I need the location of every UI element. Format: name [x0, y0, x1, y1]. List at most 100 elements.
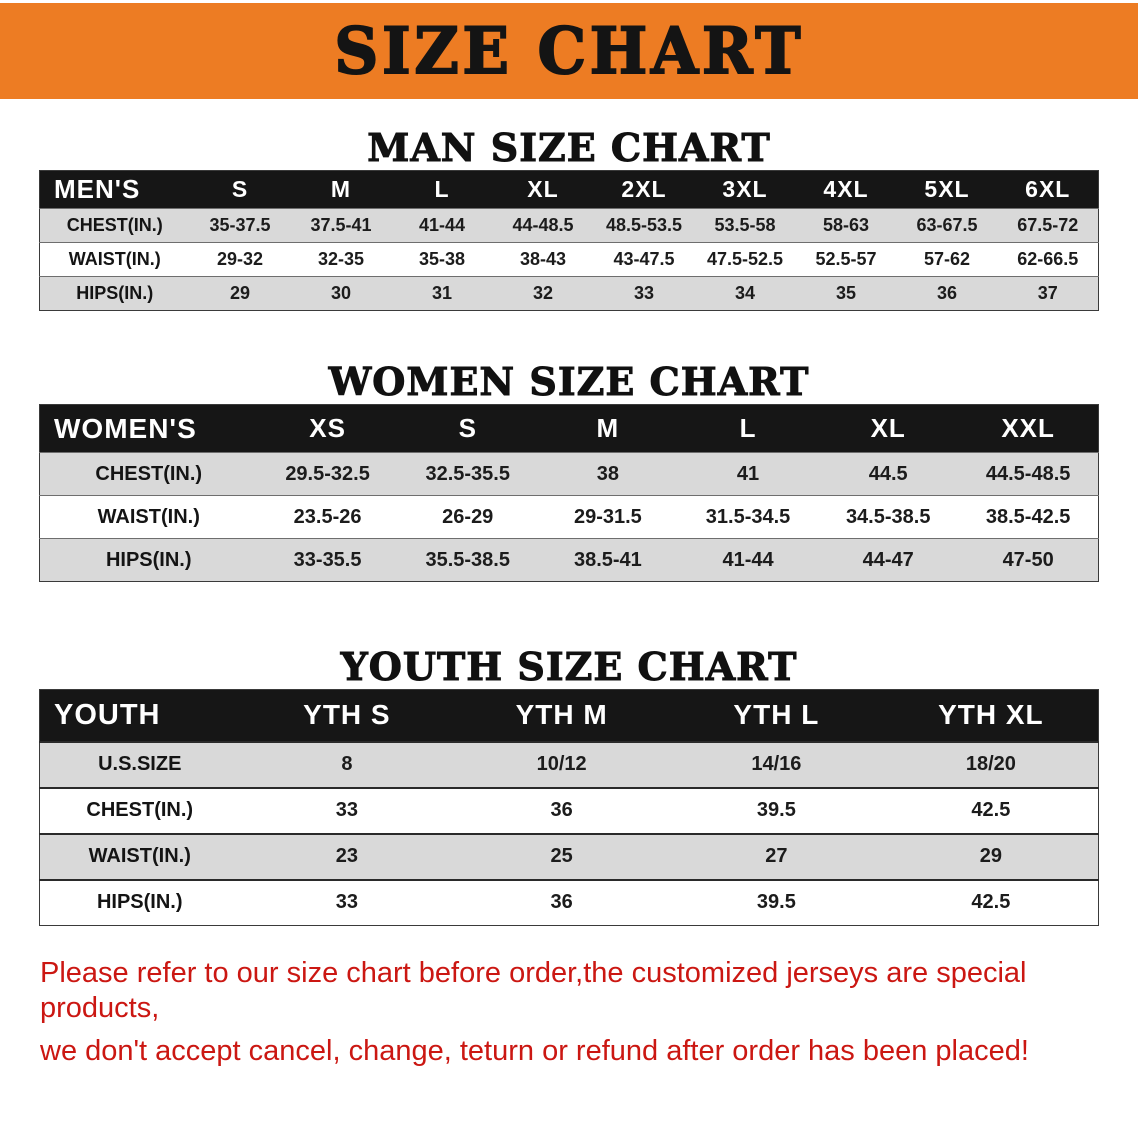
row-label-cell: CHEST(IN.) [95, 462, 203, 485]
value-cell: 44.5 [868, 462, 908, 485]
value-cell: 23.5-26 [293, 505, 362, 528]
table-row: HIPS(IN.) 33 36 39.5 42.5 [39, 879, 1099, 926]
table-row: CHEST(IN.) 35-37.5 37.5-41 41-44 44-48.5 48.5… [39, 208, 1099, 243]
size-header-cell: 3XL [694, 170, 796, 209]
value-cell: 42.5 [971, 891, 1011, 914]
size-header-cell: 6XL [997, 170, 1099, 209]
value-cell: 39.5 [756, 799, 796, 821]
value-cell: 26-29 [442, 505, 494, 528]
value-cell: 30 [330, 283, 352, 303]
size-header-cell: XL [818, 404, 959, 453]
value-cell: 37.5-41 [310, 215, 372, 235]
value-cell: 67.5-72 [1017, 215, 1079, 235]
value-cell: 43-47.5 [613, 249, 675, 269]
value-cell: 29-32 [216, 249, 264, 269]
value-cell: 34.5-38.5 [845, 505, 931, 528]
value-cell: 42.5 [971, 799, 1011, 821]
row-label-cell: U.S.SIZE [98, 753, 182, 775]
value-cell: 58-63 [822, 215, 870, 235]
value-cell: 38 [596, 462, 620, 485]
size-header-cell: YTH S [239, 689, 455, 742]
table-row: CHEST(IN.) 33 36 39.5 42.5 [39, 787, 1099, 834]
value-cell: 33 [633, 283, 655, 303]
table-row: U.S.SIZE 8 10/12 14/16 18/20 [39, 741, 1099, 788]
value-cell: 41-44 [722, 548, 774, 571]
row-label-cell: HIPS(IN.) [96, 891, 183, 914]
value-cell: 41 [736, 462, 760, 485]
table-row: WAIST(IN.) 23 25 27 29 [39, 833, 1099, 880]
value-cell: 25 [550, 845, 573, 867]
size-header-cell: YTH XL [883, 689, 1099, 742]
table-row: WAIST(IN.) 29-32 32-35 35-38 38-43 43-47.5 47.… [39, 242, 1099, 277]
order-note: Please refer to our size chart before or… [40, 956, 1110, 1068]
value-cell: 33 [335, 891, 358, 914]
value-cell: 62-66.5 [1017, 249, 1079, 269]
size-header-cell: XS [257, 404, 398, 453]
table-row: WAIST(IN.) 23.5-26 26-29 29-31.5 31.5-34.5 34… [39, 495, 1099, 539]
value-cell: 44-48.5 [512, 215, 574, 235]
man-size-chart-heading: MAN SIZE CHART [367, 125, 771, 171]
size-header-cell: L [391, 170, 493, 209]
value-cell: 38.5-42.5 [985, 505, 1071, 528]
youth-size-table: YOUTH YTH S YTH M YTH L YTH XL U.S.SIZE 8 10/12… [39, 689, 1099, 926]
value-cell: 27 [765, 845, 788, 867]
value-cell: 35.5-38.5 [425, 548, 510, 571]
value-cell: 36 [550, 891, 573, 914]
man-size-chart-section: MAN SIZE CHART MEN'S S M L XL 2XL 3XL 4XL 5XL 6XL… [0, 125, 1138, 311]
value-cell: 38-43 [519, 249, 567, 269]
value-cell: 29 [229, 283, 251, 303]
value-cell: 48.5-53.5 [605, 215, 683, 235]
value-cell: 52.5-57 [815, 249, 877, 269]
table-row: HIPS(IN.) 29 30 31 32 33 34 35 36 37 [39, 276, 1099, 311]
women-size-chart-section: WOMEN SIZE CHART WOMEN'S XS S M L XL XXL CHEST(… [0, 359, 1138, 582]
table-title-cell: WOMEN'S [39, 404, 258, 453]
value-cell: 35-38 [418, 249, 466, 269]
page-title: SIZE CHART [333, 13, 804, 90]
value-cell: 29-31.5 [573, 505, 642, 528]
youth-size-chart-heading: YOUTH SIZE CHART [340, 644, 798, 690]
value-cell: 39.5 [756, 891, 796, 914]
size-header-cell: XL [492, 170, 594, 209]
row-label-cell: HIPS(IN.) [105, 548, 192, 571]
value-cell: 33 [335, 799, 358, 821]
value-cell: 35 [835, 283, 857, 303]
value-cell: 34 [734, 283, 756, 303]
value-cell: 37 [1037, 283, 1058, 303]
value-cell: 36 [550, 799, 573, 821]
value-cell: 33-35.5 [293, 548, 362, 571]
value-cell: 53.5-58 [714, 215, 776, 235]
value-cell: 23 [335, 845, 358, 867]
value-cell: 10/12 [536, 753, 587, 775]
banner: SIZE CHART [0, 3, 1138, 99]
value-cell: 14/16 [751, 753, 802, 775]
order-note-line-1: Please refer to our size chart before or… [40, 957, 1027, 1024]
size-header-cell: YTH L [669, 689, 884, 742]
row-label-cell: CHEST(IN.) [86, 799, 194, 821]
value-cell: 18/20 [965, 753, 1016, 775]
value-cell: 44-47 [862, 548, 914, 571]
value-cell: 32-35 [317, 249, 365, 269]
value-cell: 57-62 [923, 249, 971, 269]
row-label-cell: CHEST(IN.) [66, 215, 163, 235]
size-header-cell: S [397, 404, 538, 453]
value-cell: 44.5-48.5 [985, 462, 1071, 485]
value-cell: 32 [532, 283, 554, 303]
table-row: CHEST(IN.) 29.5-32.5 32.5-35.5 38 41 44.5 44.5… [39, 452, 1099, 496]
value-cell: 31.5-34.5 [705, 505, 791, 528]
value-cell: 63-67.5 [916, 215, 978, 235]
women-size-table: WOMEN'S XS S M L XL XXL CHEST(IN.) 29.5-32.5 32.5… [39, 404, 1099, 582]
value-cell: 29 [979, 845, 1002, 867]
row-label-cell: WAIST(IN.) [68, 249, 161, 269]
value-cell: 35-37.5 [209, 215, 271, 235]
row-label-cell: WAIST(IN.) [97, 505, 200, 528]
value-cell: 47.5-52.5 [706, 249, 784, 269]
table-row: HIPS(IN.) 33-35.5 35.5-38.5 38.5-41 41-44 44-… [39, 538, 1099, 582]
order-note-line-2: we don't accept cancel, change, teturn o… [40, 1034, 1029, 1067]
size-header-cell: YTH M [454, 689, 669, 742]
value-cell: 8 [341, 753, 353, 775]
size-header-cell: M [290, 170, 392, 209]
row-label-cell: WAIST(IN.) [88, 845, 191, 867]
value-cell: 32.5-35.5 [425, 462, 510, 485]
women-size-chart-heading: WOMEN SIZE CHART [328, 359, 810, 405]
table-header-row: MEN'S S M L XL 2XL 3XL 4XL 5XL 6XL [39, 170, 1099, 209]
